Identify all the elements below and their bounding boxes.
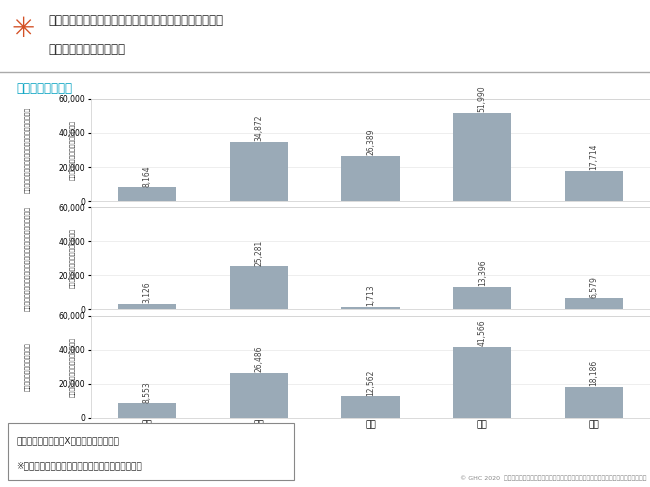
Text: 18,186: 18,186 — [590, 360, 599, 386]
Bar — [341, 396, 400, 418]
Bar — [453, 287, 512, 309]
Text: 医療資源投入金額: 医療資源投入金額 — [16, 82, 72, 95]
Text: インフルエンザ菌による肺炎: インフルエンザ菌による肺炎 — [25, 342, 31, 391]
Text: 25,281: 25,281 — [254, 240, 263, 266]
Text: ２０１９年新型コロナウイルス感染症（新型肺炎）: ２０１９年新型コロナウイルス感染症（新型肺炎） — [25, 107, 31, 193]
FancyBboxPatch shape — [8, 423, 294, 480]
Bar — [229, 373, 288, 418]
Text: その他のインフルエンザウイルスが分離されたインフルエンザ: その他のインフルエンザウイルスが分離されたインフルエンザ — [25, 206, 31, 311]
Bar — [341, 156, 400, 201]
Text: 全体的に新型コロナウイルス感染症の医療資源は多い。: 全体的に新型コロナウイルス感染症の医療資源は多い。 — [49, 14, 224, 27]
Bar — [118, 403, 176, 418]
Text: 8,164: 8,164 — [142, 165, 151, 187]
Bar — [565, 387, 623, 418]
Text: 6,579: 6,579 — [590, 276, 599, 298]
Bar — [118, 187, 176, 201]
Bar — [118, 304, 176, 309]
Bar — [453, 347, 512, 418]
Text: 51,990: 51,990 — [478, 85, 487, 112]
Bar — [453, 112, 512, 201]
Bar — [565, 171, 623, 201]
Text: 12,562: 12,562 — [366, 369, 375, 396]
Text: 症例あたり医療資源投入金額（円）: 症例あたり医療資源投入金額（円） — [70, 337, 76, 397]
Text: 症例あたり医療資源投入金額（円）: 症例あたり医療資源投入金額（円） — [70, 228, 76, 288]
Text: ✳: ✳ — [11, 15, 34, 43]
Text: 41,566: 41,566 — [478, 319, 487, 346]
Text: 3,126: 3,126 — [142, 282, 151, 303]
Text: 8,553: 8,553 — [142, 381, 151, 403]
Text: 病院ダッシュボードX＞パス分析＞全疾患: 病院ダッシュボードX＞パス分析＞全疾患 — [16, 436, 119, 445]
Text: 34,872: 34,872 — [254, 114, 263, 141]
Text: 1,713: 1,713 — [366, 284, 375, 306]
Text: 26,486: 26,486 — [254, 346, 263, 372]
Bar — [229, 142, 288, 201]
Text: 処置金額に差が現れた。: 処置金額に差が現れた。 — [49, 42, 125, 56]
Text: 13,396: 13,396 — [478, 260, 487, 286]
Bar — [341, 306, 400, 309]
Bar — [229, 266, 288, 309]
Text: © GHC 2020  当社の許可なく、複製、転用、および第三者への配付、公表等の行為を禁止します。: © GHC 2020 当社の許可なく、複製、転用、および第三者への配付、公表等の… — [460, 476, 647, 482]
Text: 症例あたり医療資源投入金額（円）: 症例あたり医療資源投入金額（円） — [70, 120, 76, 180]
Text: 17,714: 17,714 — [590, 144, 599, 170]
Text: ※実際の画面には、自院のグラフが他院と並びます: ※実際の画面には、自院のグラフが他院と並びます — [16, 462, 142, 471]
Text: 26,389: 26,389 — [366, 129, 375, 155]
Bar — [565, 298, 623, 309]
